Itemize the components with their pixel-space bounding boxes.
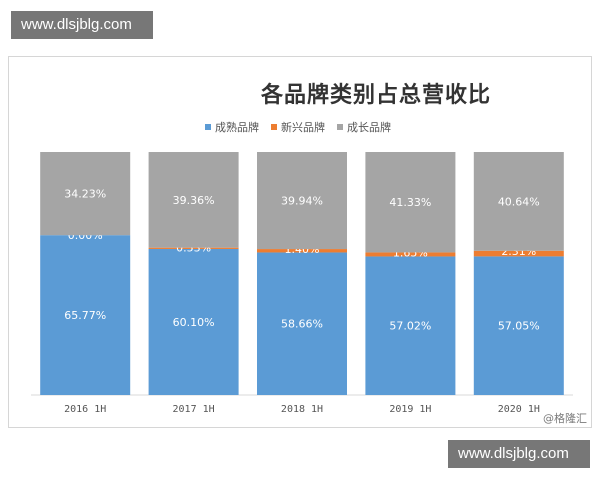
bar-growth-2	[257, 152, 347, 250]
watermark-bottom: www.dlsjblg.com	[448, 440, 590, 468]
legend: 成熟品牌 新兴品牌 成长品牌	[205, 119, 403, 135]
data-label-growth-1: 39.36%	[173, 194, 215, 207]
data-label-mature-4: 57.05%	[498, 320, 540, 333]
data-label-growth-0: 34.23%	[64, 188, 106, 201]
credit-label: @格隆汇	[543, 412, 587, 425]
x-tick-label-4: 2020 1H	[498, 404, 540, 415]
data-label-growth-3: 41.33%	[389, 196, 431, 209]
data-label-mature-1: 60.10%	[173, 316, 215, 329]
legend-item-growth: 成长品牌	[337, 119, 391, 135]
x-tick-label-1: 2017 1H	[173, 404, 215, 415]
legend-label-growth: 成长品牌	[347, 121, 391, 134]
legend-label-mature: 成熟品牌	[215, 121, 259, 134]
bar-mature-4	[473, 256, 564, 395]
legend-item-emerging: 新兴品牌	[271, 119, 325, 135]
stacked-bar-plot: 65.77%0.00%34.23%2016 1H60.10%0.53%39.36…	[31, 152, 573, 415]
bar-emerging-1	[148, 247, 239, 249]
bar-mature-2	[257, 252, 347, 395]
legend-swatch-mature	[205, 124, 211, 130]
bar-growth-3	[365, 152, 456, 253]
legend-swatch-growth	[337, 124, 343, 130]
bar-emerging-4	[473, 250, 564, 257]
x-tick-label-3: 2019 1H	[389, 404, 431, 415]
bar-mature-0	[40, 235, 131, 395]
bar-growth-0	[40, 152, 131, 236]
chart-title: 各品牌类别占总营收比	[260, 83, 491, 108]
x-tick-label-0: 2016 1H	[64, 404, 106, 415]
bar-emerging-3	[365, 252, 456, 257]
data-label-mature-3: 57.02%	[389, 320, 431, 333]
legend-label-emerging: 新兴品牌	[281, 121, 325, 134]
bar-growth-1	[148, 152, 239, 248]
bar-mature-1	[148, 248, 239, 395]
bar-growth-4	[473, 152, 564, 251]
data-label-growth-2: 39.94%	[281, 195, 323, 208]
bar-emerging-2	[257, 249, 347, 253]
watermark-top: www.dlsjblg.com	[11, 11, 153, 39]
data-label-mature-0: 65.77%	[64, 309, 106, 322]
legend-item-mature: 成熟品牌	[205, 119, 259, 135]
x-tick-label-2: 2018 1H	[281, 404, 323, 415]
data-label-growth-4: 40.64%	[498, 195, 540, 208]
bar-mature-3	[365, 256, 456, 395]
legend-swatch-emerging	[271, 124, 277, 130]
data-label-mature-2: 58.66%	[281, 318, 323, 331]
chart-frame: 各品牌类别占总营收比 成熟品牌 新兴品牌 成长品牌 65.77% 0.00% 34.…	[8, 56, 592, 428]
